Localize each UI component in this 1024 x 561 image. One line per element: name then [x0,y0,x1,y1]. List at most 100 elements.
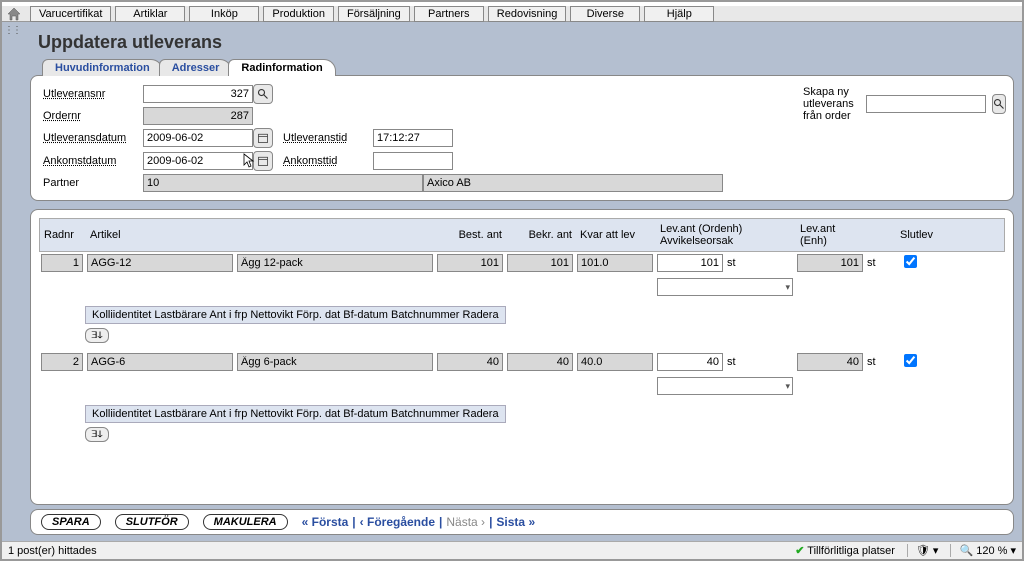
lbl-utleveranstid: Utleveranstid [283,132,373,144]
cell-artikel[interactable] [87,353,233,371]
lbl-utleveransnr: Utleveransnr [43,88,143,100]
menu-artiklar[interactable]: Artiklar [115,6,185,22]
complete-button[interactable]: SLUTFÖR [115,514,189,530]
status-zoom: 120 % [976,545,1007,557]
table-header-row: Radnr Artikel Best. ant Bekr. ant Kvar a… [39,218,1005,252]
table-panel: Radnr Artikel Best. ant Bekr. ant Kvar a… [30,209,1014,505]
cell-radnr[interactable] [41,254,83,272]
cell-unit: st [725,356,795,368]
table-scroll[interactable]: Radnr Artikel Best. ant Bekr. ant Kvar a… [35,214,1009,500]
pager-next[interactable]: Nästa › [446,515,485,529]
expand-detail-icon[interactable]: ∃ↆ [85,328,109,343]
pager-last[interactable]: Sista » [496,515,535,529]
th-kvar-att-lev: Kvar att lev [576,227,656,243]
zoom-icon[interactable]: 🔍 120 % ▾ [950,544,1016,557]
pager-sep: | [352,515,355,529]
menu-forsaljning[interactable]: Försäljning [338,6,410,22]
cell-desc[interactable] [237,353,433,371]
form-panel: Utleveransnr Ordernr Utleveransdatum Utl… [30,75,1014,201]
cell-unit2: st [865,257,895,269]
tab-adresser[interactable]: Adresser [159,59,233,76]
save-button[interactable]: SPARA [41,514,101,530]
pager-sep: | [489,515,492,529]
menu-inkop[interactable]: Inköp [189,6,259,22]
table-row: st st [39,351,1005,373]
input-ankomstdatum[interactable] [143,152,253,170]
calendar-ankomstdatum-icon[interactable] [253,151,273,171]
cell-best-ant [437,254,503,272]
pager-first[interactable]: « Första [302,515,349,529]
lbl-utleveransdatum: Utleveransdatum [43,132,143,144]
lbl-ankomstdatum: Ankomstdatum [43,155,143,167]
pager-prev[interactable]: ‹ Föregående [360,515,435,529]
footer-panel: SPARA SLUTFÖR MAKULERA « Första | ‹ Före… [30,509,1014,535]
status-trusted: Tillförlitliga platser [807,545,895,557]
top-menu-bar: Varucertifikat Artiklar Inköp Produktion… [2,2,1022,22]
th-lev-ant-ordenh: Lev.ant (Ordenh) Avvikelseorsak [656,221,796,249]
cell-unit2: st [865,356,895,368]
th-radnr: Radnr [40,227,86,243]
menu-partners[interactable]: Partners [414,6,484,22]
status-bar: 1 post(er) hittades ✔ Tillförlitliga pla… [2,541,1022,559]
th-lev-ant-enh: Lev.ant (Enh) [796,221,866,249]
th-artikel-desc [236,233,436,237]
lbl-new-from-order: Skapa ny utleverans från order [803,86,860,122]
app-window: Varucertifikat Artiklar Inköp Produktion… [0,0,1024,561]
input-new-from-order[interactable] [866,95,986,113]
lookup-new-from-order-icon[interactable] [992,94,1006,114]
cell-kvar [577,254,653,272]
cell-desc[interactable] [237,254,433,272]
lookup-utleveransnr-icon[interactable] [253,84,273,104]
menu-varucertifikat[interactable]: Varucertifikat [30,6,111,22]
status-protected-mode-icon[interactable]: 🛡 ▾ [907,544,939,557]
content-area: Uppdatera utleverans Huvudinformation Ad… [2,22,1022,541]
table-row-extra [39,373,1005,399]
expand-detail-icon[interactable]: ∃ↆ [85,427,109,442]
tab-radinformation[interactable]: Radinformation [228,59,335,76]
calendar-utleveransdatum-icon[interactable] [253,128,273,148]
grip-icon [4,24,16,36]
side-grip[interactable] [4,24,20,36]
void-button[interactable]: MAKULERA [203,514,288,530]
lbl-ordernr: Ordernr [43,110,143,122]
cell-best-ant [437,353,503,371]
menu-redovisning[interactable]: Redovisning [488,6,567,22]
th-slutlev: Slutlev [896,227,926,243]
pager-sep: | [439,515,442,529]
tab-huvudinformation[interactable]: Huvudinformation [42,59,163,76]
table-row-extra [39,274,1005,300]
cell-lev-enh [797,254,863,272]
input-partner-id [143,174,423,192]
cell-bekr-ant [507,353,573,371]
cell-radnr[interactable] [41,353,83,371]
avvikelseorsak-dropdown[interactable] [657,278,793,296]
status-left: 1 post(er) hittades [8,545,97,557]
input-utleveransnr[interactable] [143,85,253,103]
menu-hjalp[interactable]: Hjälp [644,6,714,22]
home-icon[interactable] [6,6,22,22]
cell-bekr-ant [507,254,573,272]
cell-lev-ordenh[interactable] [657,353,723,371]
input-ordernr [143,107,253,125]
pager: « Första | ‹ Föregående | Nästa › | Sist… [302,515,536,529]
menu-diverse[interactable]: Diverse [570,6,640,22]
cell-artikel[interactable] [87,254,233,272]
input-utleveransdatum[interactable] [143,129,253,147]
tab-strip: Huvudinformation Adresser Radinformation [26,59,1018,76]
lbl-partner: Partner [43,177,143,189]
cell-kvar [577,353,653,371]
cell-slutlev-checkbox[interactable] [904,354,917,367]
cell-lev-ordenh[interactable] [657,254,723,272]
cell-slutlev-checkbox[interactable] [904,255,917,268]
input-ankomsttid[interactable] [373,152,453,170]
th-best-ant: Best. ant [436,227,506,243]
lbl-ankomsttid: Ankomsttid [283,155,373,167]
sub-header-row: Kolliidentitet Lastbärare Ant i frp Nett… [85,405,506,423]
table-row: st st [39,252,1005,274]
menu-produktion[interactable]: Produktion [263,6,334,22]
avvikelseorsak-dropdown[interactable] [657,377,793,395]
th-artikel: Artikel [86,227,236,243]
input-utleveranstid[interactable] [373,129,453,147]
page-title: Uppdatera utleverans [26,24,1018,59]
sub-header-row: Kolliidentitet Lastbärare Ant i frp Nett… [85,306,506,324]
